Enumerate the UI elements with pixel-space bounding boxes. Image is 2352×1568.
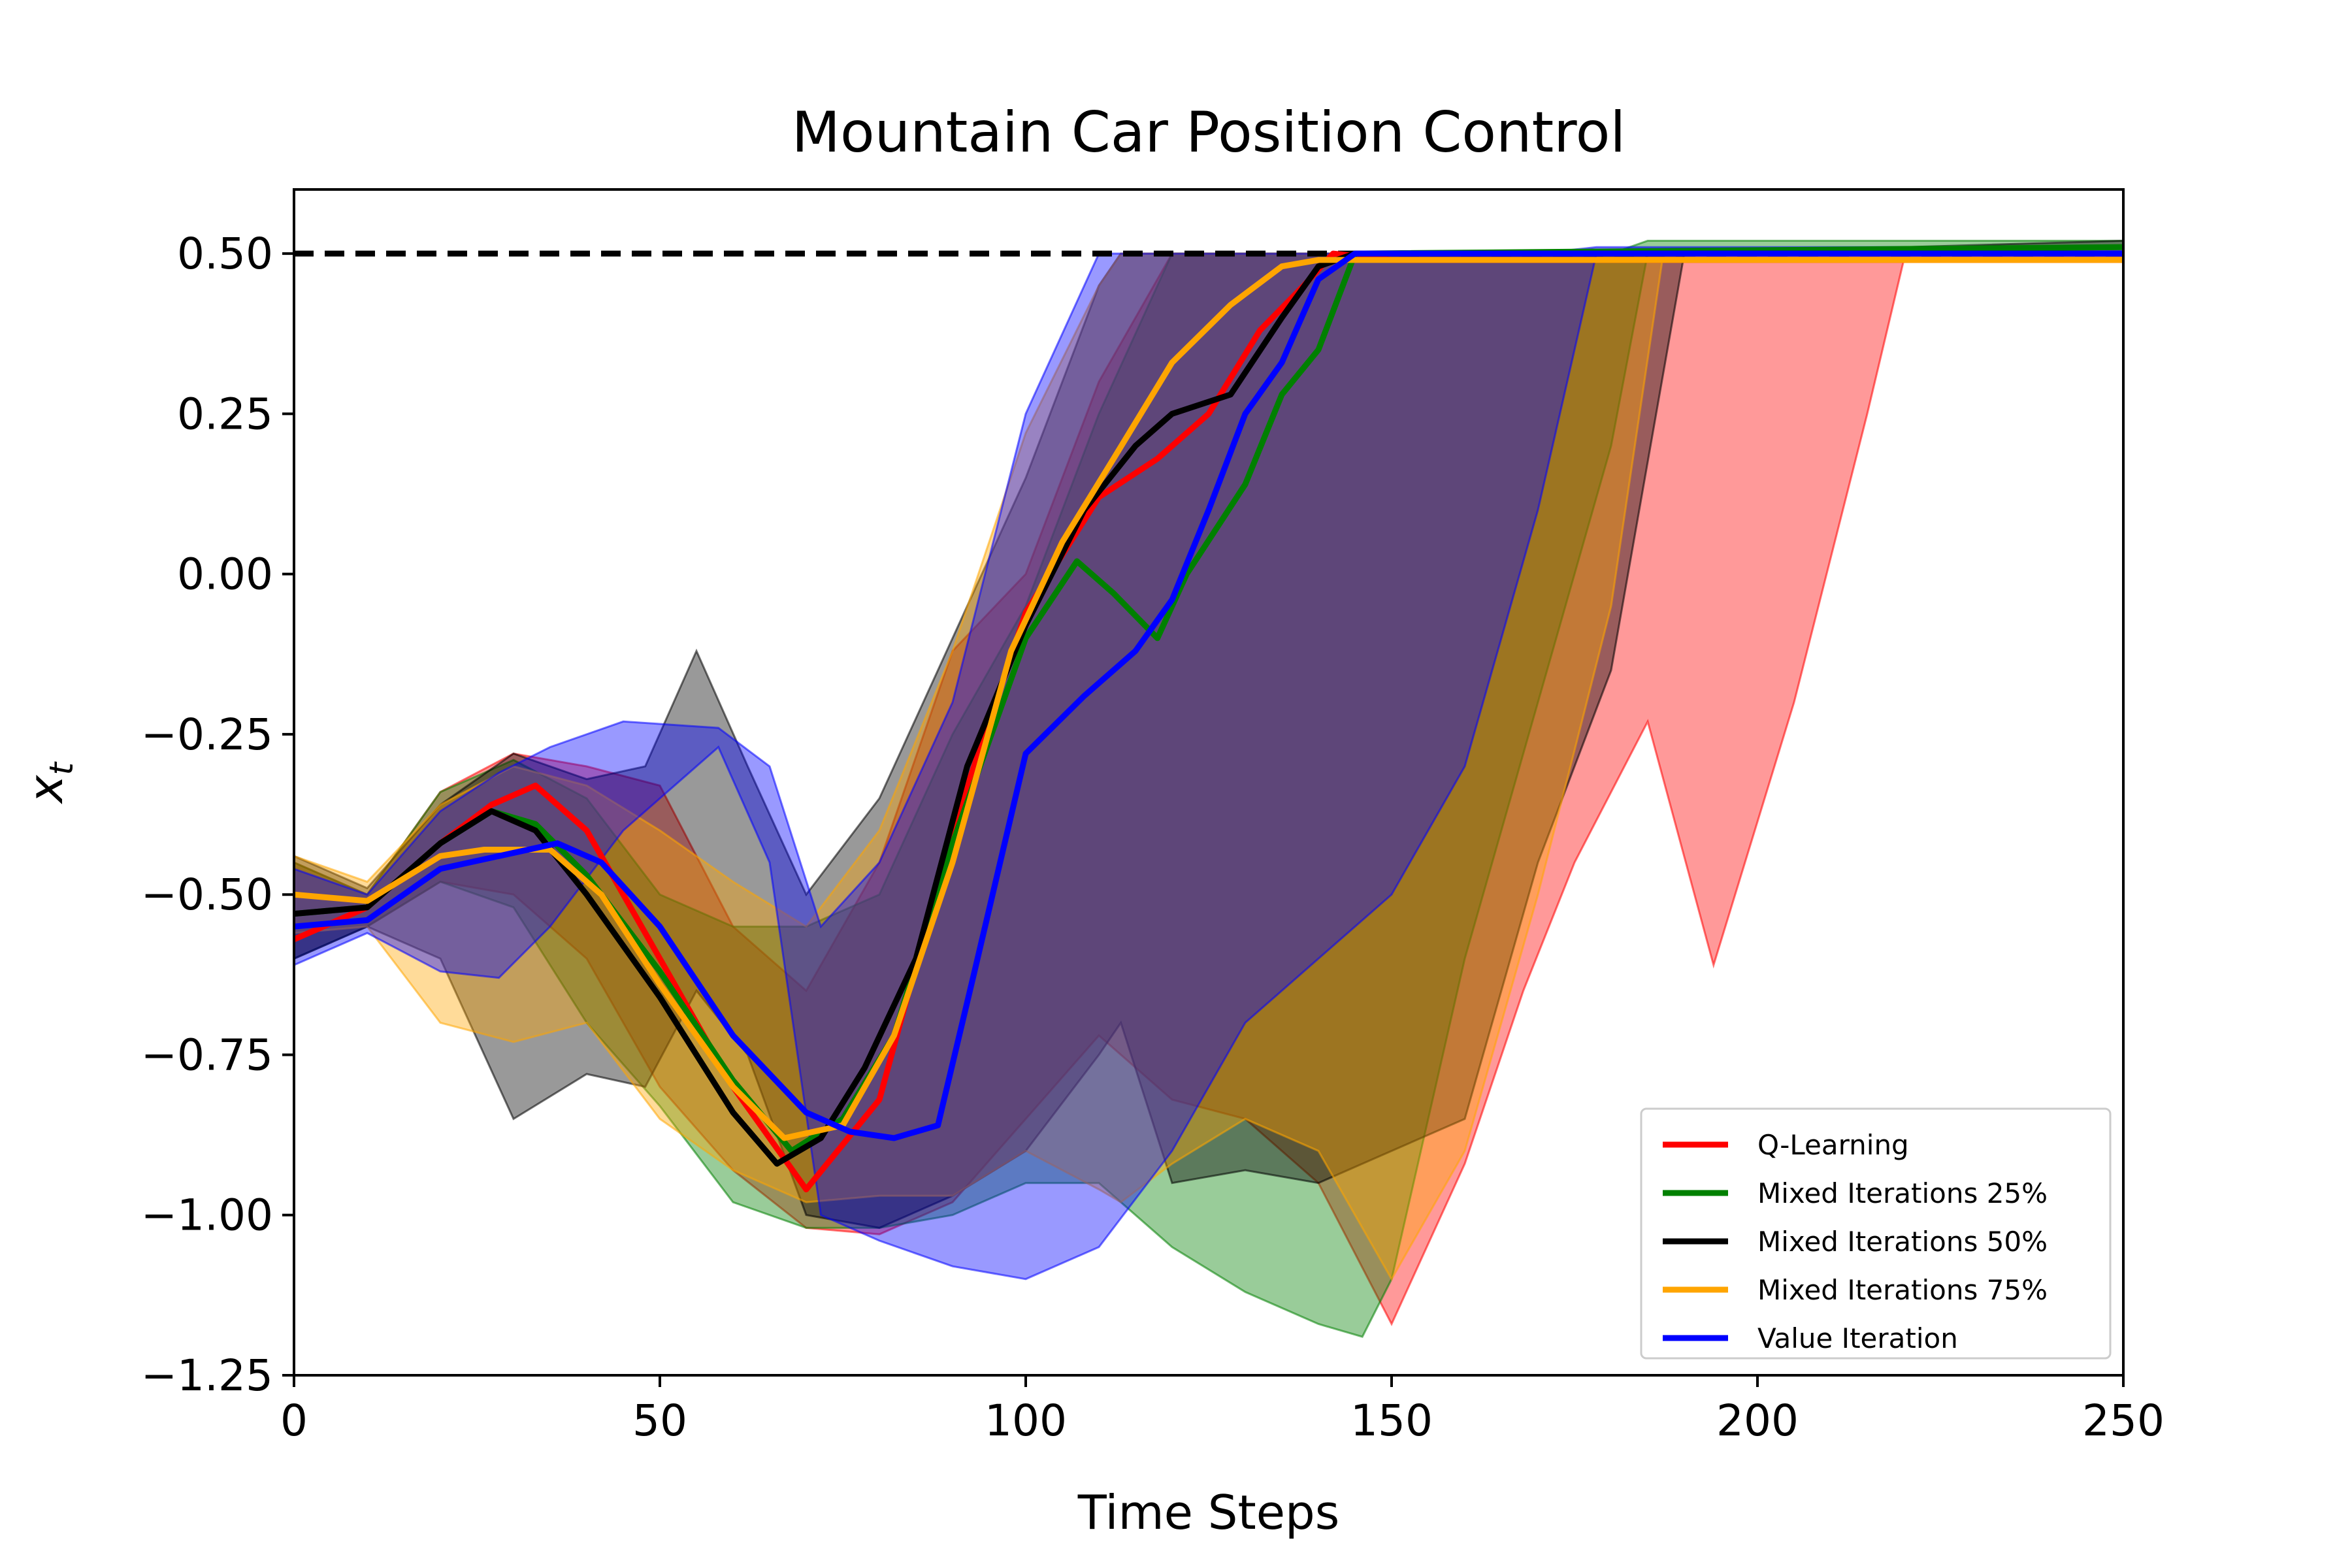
- y-tick-label: −1.00: [141, 1190, 273, 1241]
- legend: Q-Learning Mixed Iterations 25% Mixed Iter…: [1640, 1107, 2112, 1360]
- legend-label-mixed-iterations-50: Mixed Iterations 50%: [1757, 1226, 2048, 1258]
- plot-frame: [293, 188, 2125, 1377]
- x-tick-label: 200: [1716, 1396, 1799, 1446]
- line-value-iteration: [294, 250, 2123, 1141]
- x-axis-ticks: 0 50 100 150 200 250: [280, 1375, 2164, 1446]
- legend-label-value-iteration: Value Iteration: [1757, 1322, 1958, 1354]
- y-tick-label: −1.25: [141, 1350, 273, 1401]
- y-axis-label: xt: [18, 761, 80, 805]
- legend-label-mixed-iterations-75: Mixed Iterations 75%: [1757, 1274, 2048, 1306]
- chart-title: Mountain Car Position Control: [792, 100, 1625, 165]
- band-value-iteration: [294, 246, 2123, 1281]
- line-mixed-iterations-75: [294, 257, 2123, 1141]
- mean-lines: [294, 244, 2123, 1192]
- x-tick-label: 0: [280, 1396, 308, 1446]
- x-axis-label: Time Steps: [1077, 1485, 1340, 1540]
- x-tick-label: 250: [2082, 1396, 2164, 1446]
- line-mixed-iterations-50: [294, 250, 2123, 1167]
- y-axis-ticks: −1.25 −1.00 −0.75 −0.50 −0.25 0.00 0.25 0.50: [141, 229, 294, 1401]
- legend-box: [1640, 1107, 2112, 1360]
- x-tick-label: 50: [632, 1396, 687, 1446]
- legend-label-q-learning: Q-Learning: [1757, 1129, 1909, 1161]
- y-tick-label: −0.25: [141, 710, 273, 760]
- y-tick-label: 0.00: [177, 549, 273, 600]
- x-tick-label: 100: [985, 1396, 1067, 1446]
- y-tick-label: −0.50: [141, 870, 273, 920]
- x-tick-label: 150: [1350, 1396, 1433, 1446]
- legend-label-mixed-iterations-25: Mixed Iterations 25%: [1757, 1177, 2048, 1209]
- band-mixed-iterations-75: [294, 252, 2123, 1281]
- y-tick-label: 0.50: [177, 229, 273, 279]
- y-tick-label: −0.75: [141, 1030, 273, 1080]
- y-tick-label: 0.25: [177, 389, 273, 439]
